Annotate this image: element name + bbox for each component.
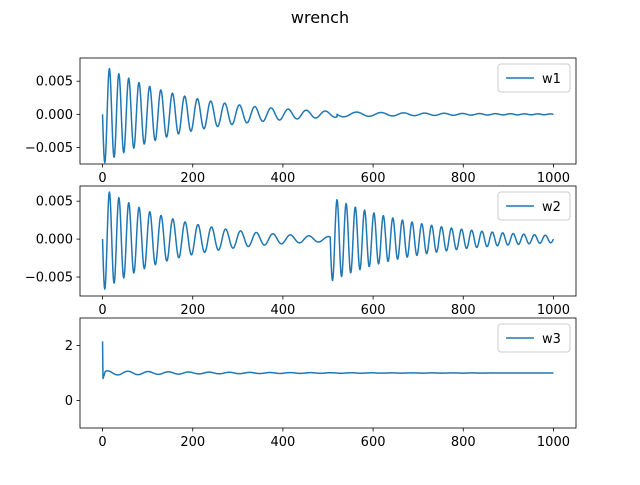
x-tick-label: 1000 xyxy=(537,303,570,318)
x-tick-label: 600 xyxy=(361,171,386,186)
x-tick-label: 0 xyxy=(98,171,106,186)
x-tick-label: 400 xyxy=(270,303,295,318)
x-tick-label: 800 xyxy=(451,303,476,318)
x-tick-label: 200 xyxy=(180,435,205,450)
figure-title: wrench xyxy=(291,8,349,27)
x-tick-label: 400 xyxy=(270,435,295,450)
legend-label: w1 xyxy=(542,72,561,87)
x-tick-label: 800 xyxy=(451,435,476,450)
x-tick-label: 600 xyxy=(361,303,386,318)
subplot-3: 0 200 400 600 800 1000 2 0 w3 xyxy=(65,317,577,450)
y-tick-label: −0.005 xyxy=(25,271,73,286)
axes-frame xyxy=(79,185,577,297)
x-tick-label: 1000 xyxy=(537,171,570,186)
legend-label: w3 xyxy=(542,332,561,347)
y-tick-label: −0.005 xyxy=(25,141,73,156)
y-tick-label: 0.000 xyxy=(36,233,73,248)
x-tick-label: 800 xyxy=(451,171,476,186)
subplot-2: 0 200 400 600 800 1000 0.005 0.000 −0.005 w2 xyxy=(25,185,577,318)
y-tick-label: 0.005 xyxy=(36,195,73,210)
y-tick-label: 0 xyxy=(65,394,73,409)
axes-frame xyxy=(79,317,577,429)
series-line-w3 xyxy=(101,341,554,380)
x-tick-label: 600 xyxy=(361,435,386,450)
y-tick-label: 0.005 xyxy=(36,75,73,90)
y-tick-label: 2 xyxy=(65,339,73,354)
x-tick-label: 0 xyxy=(98,303,106,318)
x-tick-label: 0 xyxy=(98,435,106,450)
x-tick-label: 400 xyxy=(270,171,295,186)
y-tick-label: 0.000 xyxy=(36,108,73,123)
x-tick-label: 200 xyxy=(180,171,205,186)
axes-frame xyxy=(79,57,577,165)
series-line-w1 xyxy=(101,67,554,164)
series-line-w2 xyxy=(101,191,555,290)
x-tick-label: 1000 xyxy=(537,435,570,450)
subplot-1: 0 200 400 600 800 1000 0.005 0.000 −0.005 w1 xyxy=(25,57,577,186)
legend-label: w2 xyxy=(542,200,561,215)
x-tick-label: 200 xyxy=(180,303,205,318)
